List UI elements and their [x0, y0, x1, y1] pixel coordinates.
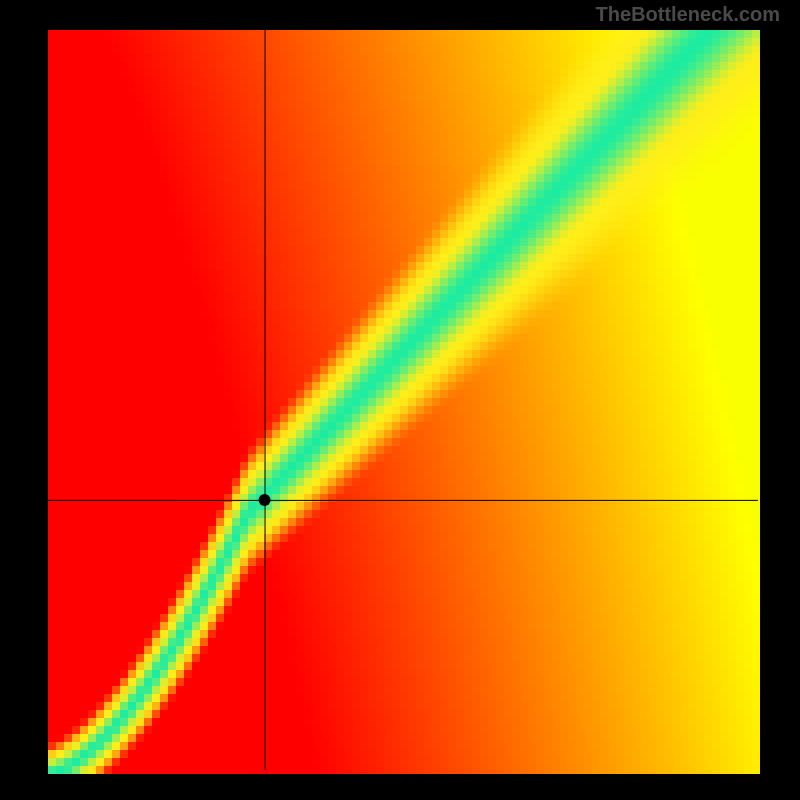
chart-container: TheBottleneck.com [0, 0, 800, 800]
bottleneck-heatmap [0, 0, 800, 800]
watermark-text: TheBottleneck.com [596, 4, 780, 27]
